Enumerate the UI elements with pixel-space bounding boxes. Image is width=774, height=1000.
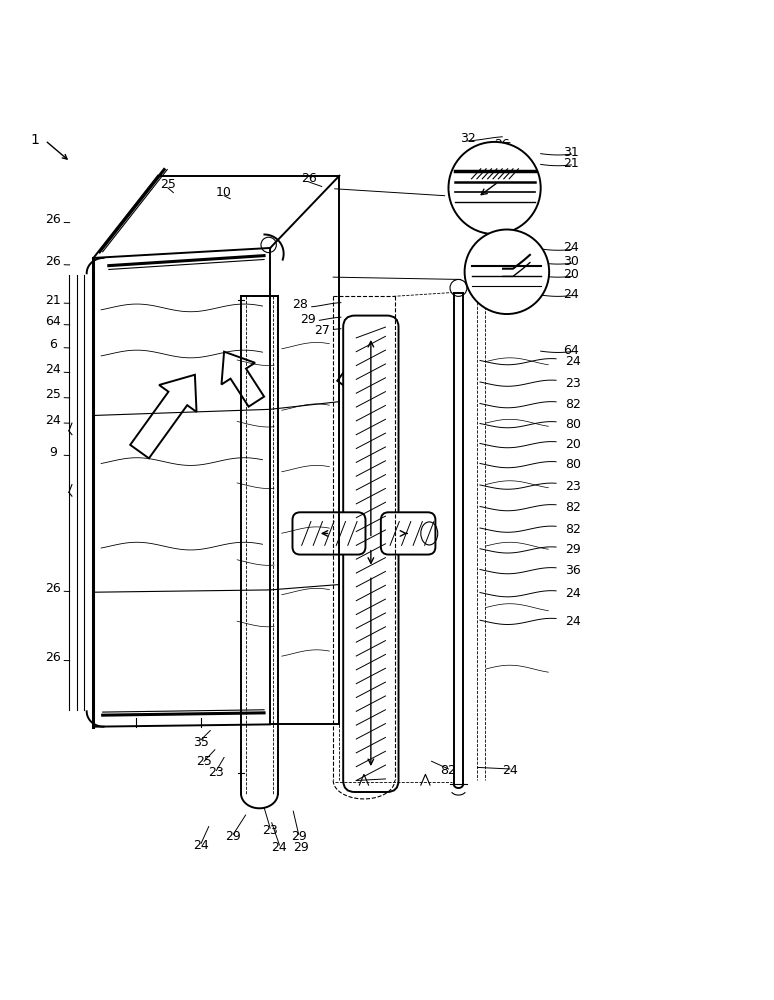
Text: 24: 24 bbox=[565, 615, 580, 628]
Text: 80: 80 bbox=[565, 418, 581, 431]
Text: 64: 64 bbox=[45, 315, 60, 328]
Text: 24: 24 bbox=[45, 414, 60, 427]
Text: 80: 80 bbox=[565, 458, 581, 471]
Circle shape bbox=[464, 230, 549, 314]
Text: 24: 24 bbox=[565, 355, 580, 368]
Text: 25: 25 bbox=[45, 388, 60, 401]
Circle shape bbox=[448, 142, 541, 234]
Text: 82: 82 bbox=[440, 764, 457, 777]
Text: 29: 29 bbox=[300, 313, 316, 326]
Text: 23: 23 bbox=[565, 377, 580, 390]
Text: 32: 32 bbox=[460, 132, 475, 145]
Text: 26: 26 bbox=[301, 172, 317, 185]
Text: 10: 10 bbox=[216, 186, 232, 199]
Text: 29: 29 bbox=[291, 830, 307, 843]
Text: 26: 26 bbox=[45, 255, 60, 268]
Text: 21: 21 bbox=[563, 157, 579, 170]
Text: 25: 25 bbox=[160, 178, 176, 191]
FancyArrow shape bbox=[337, 334, 384, 392]
Text: 20: 20 bbox=[563, 268, 580, 281]
Text: 82: 82 bbox=[565, 501, 581, 514]
Text: 26: 26 bbox=[495, 138, 510, 151]
Text: 82: 82 bbox=[565, 523, 581, 536]
Text: 25: 25 bbox=[196, 755, 212, 768]
FancyBboxPatch shape bbox=[381, 512, 436, 555]
Text: 1: 1 bbox=[31, 133, 39, 147]
FancyBboxPatch shape bbox=[293, 512, 365, 555]
Text: 24: 24 bbox=[502, 764, 518, 777]
Text: 26: 26 bbox=[45, 651, 60, 664]
Text: 21: 21 bbox=[45, 294, 60, 307]
Text: 9: 9 bbox=[49, 446, 57, 459]
Text: 24: 24 bbox=[563, 241, 579, 254]
Text: 30: 30 bbox=[563, 255, 580, 268]
Text: 29: 29 bbox=[565, 543, 580, 556]
Text: 64: 64 bbox=[563, 344, 579, 357]
Text: 24: 24 bbox=[272, 841, 287, 854]
Text: 24: 24 bbox=[45, 363, 60, 376]
Text: 36: 36 bbox=[565, 564, 580, 577]
Text: 20: 20 bbox=[565, 438, 581, 451]
Text: 29: 29 bbox=[225, 830, 241, 843]
Text: 35: 35 bbox=[193, 736, 209, 749]
Text: 28: 28 bbox=[293, 298, 308, 311]
Text: 6: 6 bbox=[49, 338, 57, 351]
Text: 26: 26 bbox=[45, 582, 60, 595]
Text: 26: 26 bbox=[45, 213, 60, 226]
Text: 24: 24 bbox=[194, 839, 209, 852]
Text: 24: 24 bbox=[565, 587, 580, 600]
FancyArrow shape bbox=[221, 352, 264, 407]
Text: 82: 82 bbox=[565, 398, 581, 411]
Text: 23: 23 bbox=[565, 480, 580, 493]
FancyArrow shape bbox=[130, 375, 197, 458]
Text: 23: 23 bbox=[262, 824, 278, 837]
Text: 23: 23 bbox=[208, 766, 224, 779]
Text: 31: 31 bbox=[563, 146, 579, 159]
FancyBboxPatch shape bbox=[343, 316, 399, 792]
Text: 24: 24 bbox=[563, 288, 579, 301]
Text: 27: 27 bbox=[314, 324, 330, 337]
Text: 29: 29 bbox=[293, 841, 309, 854]
